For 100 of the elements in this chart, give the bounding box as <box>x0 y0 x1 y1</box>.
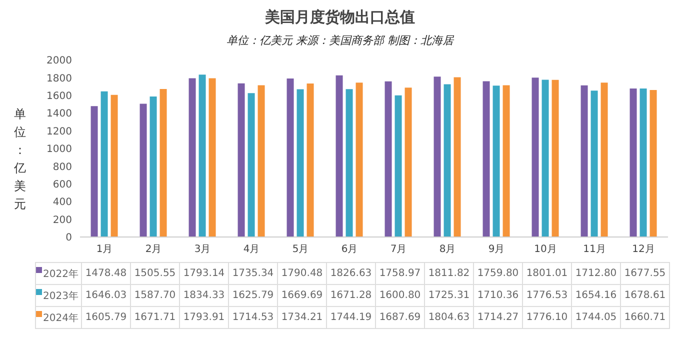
data-label: 1804.63 <box>424 306 474 328</box>
x-tick-label: 8月 <box>439 244 456 256</box>
x-tick-label: 6月 <box>341 244 358 256</box>
data-label: 1671.71 <box>130 306 180 328</box>
bar <box>150 96 157 237</box>
data-label: 1478.48 <box>82 262 130 284</box>
legend-label: 2024年 <box>43 312 78 324</box>
data-label: 1735.34 <box>228 262 278 284</box>
data-label: 1687.69 <box>376 306 424 328</box>
data-label: 1714.53 <box>228 306 278 328</box>
data-label: 1505.55 <box>130 262 180 284</box>
data-label: 1605.79 <box>82 306 130 328</box>
data-label: 1712.80 <box>572 262 620 284</box>
data-label: 1790.48 <box>278 262 326 284</box>
x-tick-label: 4月 <box>243 244 260 256</box>
bar <box>482 81 490 237</box>
bar <box>238 83 245 237</box>
y-tick-label: 2000 <box>46 56 72 67</box>
y-tick-label: 800 <box>52 162 72 173</box>
legend-label: 2023年 <box>43 290 78 302</box>
bar <box>640 88 647 237</box>
bar <box>454 77 461 237</box>
bar <box>306 84 314 237</box>
y-tick-label: 0 <box>66 232 72 244</box>
data-label: 1811.82 <box>424 262 474 284</box>
bar <box>542 80 549 237</box>
y-tick-label: 600 <box>52 179 72 190</box>
bar <box>248 93 255 237</box>
data-label: 1660.71 <box>620 306 670 328</box>
data-label: 1734.21 <box>278 306 326 328</box>
bar <box>160 89 167 237</box>
bar <box>100 91 108 237</box>
data-label: 1710.36 <box>474 284 522 306</box>
y-tick-label: 200 <box>52 214 72 226</box>
bar <box>650 90 657 237</box>
bar <box>208 78 216 237</box>
data-label: 1646.03 <box>82 284 130 306</box>
data-label: 1793.91 <box>180 306 228 328</box>
y-tick-label: 1200 <box>46 126 72 138</box>
bar <box>580 85 588 237</box>
data-label: 1714.27 <box>474 306 522 328</box>
chart-subtitle: 单位：亿美元 来源：美国商务部 制图：北海居 <box>226 33 455 48</box>
bar <box>552 80 559 237</box>
y-tick-label: 1400 <box>46 108 72 120</box>
bar <box>532 78 539 237</box>
bar <box>188 78 196 237</box>
bar <box>630 88 637 237</box>
data-label: 1678.61 <box>620 284 670 306</box>
bar <box>384 81 392 237</box>
data-label: 1587.70 <box>130 284 180 306</box>
bar <box>394 95 402 237</box>
data-label: 1758.97 <box>376 262 424 284</box>
bar <box>434 76 441 237</box>
x-tick-label: 3月 <box>194 244 211 256</box>
data-label: 1776.53 <box>522 284 572 306</box>
data-label: 1669.69 <box>278 284 326 306</box>
x-tick-label: 1月 <box>96 244 113 256</box>
bar <box>90 106 98 237</box>
bar <box>404 88 412 237</box>
data-label: 1793.14 <box>180 262 228 284</box>
legend-label: 2022年 <box>43 268 78 280</box>
y-tick-label: 1800 <box>46 73 72 84</box>
x-tick-label: 7月 <box>390 244 407 256</box>
data-label: 1625.79 <box>228 284 278 306</box>
y-axis-title: 单位：亿美元 <box>13 106 27 213</box>
chart-title: 美国月度货物出口总值 <box>264 8 416 27</box>
data-label: 1744.05 <box>572 306 620 328</box>
bar <box>296 89 304 237</box>
x-tick-label: 11月 <box>583 244 606 256</box>
y-tick-label: 1000 <box>46 144 72 156</box>
data-label: 1801.01 <box>522 262 572 284</box>
bar <box>444 84 451 237</box>
y-tick-label: 400 <box>52 197 72 208</box>
bar <box>336 75 343 237</box>
data-label: 1776.10 <box>522 306 572 328</box>
data-label: 1759.80 <box>474 262 522 284</box>
x-tick-label: 12月 <box>632 244 655 256</box>
bar <box>356 82 363 237</box>
data-label: 1677.55 <box>620 262 670 284</box>
data-label: 1725.31 <box>424 284 474 306</box>
data-label: 1826.63 <box>326 262 376 284</box>
data-label: 1671.28 <box>326 284 376 306</box>
bar <box>140 104 147 237</box>
bar <box>502 85 510 237</box>
data-label: 1600.80 <box>376 284 424 306</box>
data-label: 1744.19 <box>326 306 376 328</box>
data-label: 1834.33 <box>180 284 228 306</box>
bar <box>590 90 598 237</box>
x-tick-label: 9月 <box>488 244 505 256</box>
y-tick-label: 1600 <box>46 90 72 102</box>
x-tick-label: 10月 <box>534 244 557 256</box>
bar <box>198 74 206 237</box>
x-tick-label: 2月 <box>145 244 162 256</box>
bar <box>258 85 265 237</box>
x-tick-label: 5月 <box>292 244 309 256</box>
data-label: 1654.16 <box>572 284 620 306</box>
bar <box>110 94 118 237</box>
bar <box>600 82 608 237</box>
bar <box>492 86 500 237</box>
bar <box>346 89 353 237</box>
